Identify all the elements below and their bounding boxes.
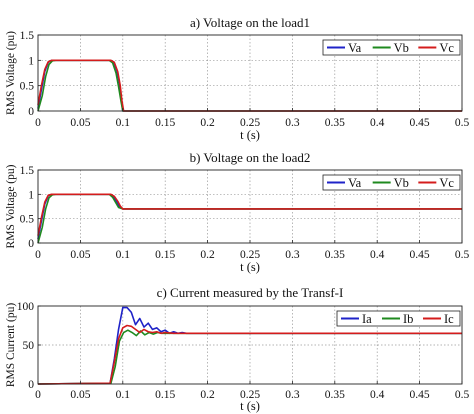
x-tick-label: 0.5 xyxy=(455,249,470,261)
x-tick-label: 0.15 xyxy=(155,117,175,129)
legend-box xyxy=(322,39,461,56)
legend-label-vb: Vb xyxy=(394,41,409,55)
x-tick-label: 0 xyxy=(35,389,41,401)
x-tick-label: 0 xyxy=(35,249,41,261)
chart-panel-1: 0 0.05 0.1 0.15 0.2 0.25 0.3 0.35 0.4 0.45 0.5 0 0.5… xyxy=(5,15,469,142)
series-line-vc xyxy=(37,193,462,236)
x-tick-label: 0.1 xyxy=(116,389,131,401)
series-line-vc xyxy=(37,59,462,112)
x-tick-label: 0.05 xyxy=(70,249,90,261)
x-tick-label: 0.5 xyxy=(455,389,470,401)
chart-title: b) Voltage on the load2 xyxy=(190,150,311,165)
y-tick-label: 1.5 xyxy=(20,30,35,42)
legend: Va Vb Vc xyxy=(322,39,461,56)
x-tick-label: 0.35 xyxy=(325,249,345,261)
chart-title: a) Voltage on the load1 xyxy=(190,15,310,30)
legend-label-va: Va xyxy=(348,41,362,55)
y-tick-label: 0 xyxy=(28,106,34,118)
legend: Ia Ib Ic xyxy=(336,310,461,327)
y-tick-label: 0 xyxy=(28,238,34,250)
x-tick-label: 0.15 xyxy=(155,389,175,401)
y-tick-label: 1 xyxy=(28,189,34,201)
x-tick-label: 0.25 xyxy=(240,117,260,129)
chart-panel-3: 0 0.05 0.1 0.15 0.2 0.25 0.3 0.35 0.4 0.45 0.5 0 50 1… xyxy=(5,285,469,413)
x-tick-label: 0.2 xyxy=(200,249,215,261)
x-tick-label: 0.05 xyxy=(70,117,90,129)
x-tick-label: 0.35 xyxy=(325,389,345,401)
x-tick-label: 0.15 xyxy=(155,249,175,261)
x-tick-label: 0.1 xyxy=(116,249,131,261)
x-tick-label: 0.05 xyxy=(70,389,90,401)
legend-label-ia: Ia xyxy=(362,312,372,326)
x-tick-label: 0.3 xyxy=(285,249,300,261)
x-axis-label: t (s) xyxy=(240,399,260,413)
x-tick-label: 0.4 xyxy=(370,117,385,129)
x-tick-label: 0.35 xyxy=(325,117,345,129)
legend-label-vb: Vb xyxy=(394,176,409,190)
x-tick-label: 0.5 xyxy=(455,117,470,129)
x-tick-label: 0.2 xyxy=(200,389,215,401)
y-axis-label: RMS Voltage (pu) xyxy=(5,31,17,115)
y-tick-label: 1.5 xyxy=(20,165,35,177)
x-tick-label: 0.2 xyxy=(200,117,215,129)
x-tick-label: 0.3 xyxy=(285,389,300,401)
legend-label-vc: Vc xyxy=(439,176,454,190)
x-axis-label: t (s) xyxy=(240,128,260,142)
x-tick-label: 0.25 xyxy=(240,389,260,401)
legend-label-ib: Ib xyxy=(403,312,413,326)
y-tick-label: 1 xyxy=(28,55,34,67)
x-tick-label: 0.1 xyxy=(116,117,131,129)
chart-panel-2: 0 0.05 0.1 0.15 0.2 0.25 0.3 0.35 0.4 0.45 0.5 0 0.5… xyxy=(5,150,469,274)
y-axis-label: RMS Voltage (pu) xyxy=(5,164,17,248)
x-tick-label: 0.3 xyxy=(285,117,300,129)
y-axis-label: RMS Current (pu) xyxy=(5,303,17,388)
x-tick-label: 0.45 xyxy=(410,249,430,261)
chart-title: c) Current measured by the Transf-I xyxy=(157,285,344,300)
x-tick-label: 0.4 xyxy=(370,249,385,261)
x-tick-label: 0.25 xyxy=(240,249,260,261)
y-tick-label: 0.5 xyxy=(20,81,35,93)
legend: Va Vb Vc xyxy=(322,174,461,191)
x-tick-label: 0.4 xyxy=(370,389,385,401)
y-tick-label: 0 xyxy=(28,379,34,391)
y-tick-label: 100 xyxy=(17,301,35,313)
x-tick-label: 0.45 xyxy=(410,389,430,401)
legend-label-ic: Ic xyxy=(444,312,454,326)
legend-box xyxy=(322,174,461,191)
series-line-ic xyxy=(37,324,462,385)
y-tick-label: 0.5 xyxy=(20,214,35,226)
legend-label-vc: Vc xyxy=(439,41,454,55)
x-tick-label: 0 xyxy=(35,117,41,129)
y-tick-label: 50 xyxy=(23,340,35,352)
legend-label-va: Va xyxy=(348,176,362,190)
x-axis-label: t (s) xyxy=(240,260,260,274)
x-tick-label: 0.45 xyxy=(410,117,430,129)
